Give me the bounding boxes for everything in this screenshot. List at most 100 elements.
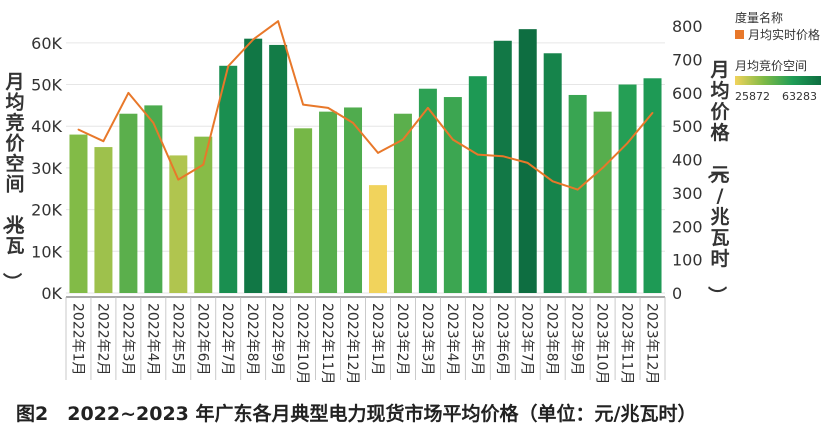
bar [119, 113, 138, 293]
line-point [177, 178, 180, 181]
bar [94, 147, 113, 293]
x-tick: 2022年11月 [319, 303, 335, 384]
bar [144, 105, 163, 293]
x-tick: 2023年12月 [644, 303, 660, 384]
line-point [526, 162, 529, 164]
line-point [651, 111, 654, 114]
x-tick: 2022年2月 [94, 303, 110, 376]
y-right-axis: 0 100 200 300 400 500 600 700 800 月均价格（元/兆瓦时） [672, 17, 730, 305]
y-right-tick: 800 [672, 17, 703, 36]
bar [294, 128, 313, 293]
x-tick: 2022年6月 [194, 303, 210, 376]
x-tick: 2023年8月 [544, 303, 560, 376]
line-point [476, 153, 479, 156]
bar [194, 136, 213, 293]
line-point [426, 106, 429, 109]
y-right-tick: 400 [672, 151, 703, 170]
bar-series [69, 29, 662, 294]
x-tick: 2023年9月 [569, 303, 585, 376]
y-left-tick: 50K [31, 76, 62, 95]
x-tick: 2022年1月 [70, 303, 86, 376]
price-line [78, 20, 654, 191]
bar [593, 111, 612, 293]
line-point [277, 20, 280, 23]
bar [169, 155, 188, 293]
x-axis: 2022年1月 2022年2月 2022年3月 2022年4月 2022年5月 2022年… [65, 296, 666, 384]
y-right-tick: 0 [672, 284, 682, 303]
x-tick: 2022年4月 [144, 303, 160, 376]
bar [269, 44, 288, 293]
y-left-tick: 0K [41, 284, 62, 303]
bar [443, 97, 462, 294]
line-point [202, 163, 205, 166]
legend-max-label: 63283 [782, 90, 817, 103]
line-point [576, 188, 579, 191]
bar [344, 107, 363, 293]
legend-color-ramp [735, 76, 821, 85]
y-left-axis: 0K 10K 20K 30K 40K 50K 60K 月均竞价空间（兆瓦） [0, 34, 62, 303]
line-point [352, 121, 354, 124]
x-tick: 2023年2月 [394, 303, 410, 376]
bar [393, 113, 412, 293]
bar [568, 94, 587, 293]
line-point [451, 138, 454, 141]
line-point [77, 128, 80, 131]
x-tick: 2023年3月 [419, 303, 435, 376]
y-left-tick: 60K [31, 34, 62, 53]
line-point [102, 140, 105, 143]
line-point [227, 65, 230, 68]
legend-min-label: 25872 [735, 90, 770, 103]
line-point [501, 155, 504, 158]
bar [219, 65, 238, 294]
x-tick: 2022年9月 [269, 303, 285, 376]
y-right-tick: 200 [672, 217, 703, 236]
line-point [302, 103, 305, 106]
bar [368, 185, 387, 293]
gridlines [66, 42, 665, 294]
x-tick: 2022年12月 [344, 303, 360, 384]
x-tick: 2023年7月 [519, 303, 535, 376]
line-point [377, 152, 379, 154]
bar [493, 40, 512, 294]
line-series [77, 20, 654, 191]
x-tick: 2023年10月 [594, 303, 610, 384]
legend: 度量名称 月均实时价格 月均竞价空间 25872 63283 [735, 10, 821, 103]
y-right-tick: 600 [672, 84, 703, 103]
legend-bar-label: 月均竞价空间 [735, 59, 807, 73]
x-tick: 2023年1月 [369, 303, 385, 376]
line-point [127, 91, 130, 94]
y-right-tick: 100 [672, 251, 703, 270]
y-left-title: 月均竞价空间（兆瓦） [0, 71, 25, 292]
y-left-tick: 30K [31, 159, 62, 178]
x-tick: 2023年4月 [444, 303, 460, 376]
legend-title: 度量名称 [735, 10, 783, 25]
line-point [626, 142, 629, 144]
figure-caption: 图2 2022~2023 年广东各月典型电力现货市场平均价格（单位：元/兆瓦时） [16, 402, 696, 425]
y-left-tick: 10K [31, 242, 62, 261]
legend-line-label: 月均实时价格 [748, 27, 820, 42]
y-left-tick: 20K [31, 201, 62, 220]
bar [518, 29, 537, 293]
line-point [152, 121, 155, 124]
x-tick: 2022年5月 [169, 303, 185, 376]
y-right-title: 月均价格（元/兆瓦时） [705, 59, 730, 305]
y-right-tick: 700 [672, 51, 703, 70]
bar [69, 134, 88, 293]
line-point [327, 106, 329, 109]
bar [418, 88, 437, 293]
y-right-tick: 300 [672, 184, 703, 203]
y-left-tick: 40K [31, 117, 62, 136]
bar [643, 78, 662, 294]
line-point [551, 180, 554, 183]
line-point [402, 138, 404, 141]
x-tick: 2022年3月 [119, 303, 135, 376]
bar [468, 76, 487, 293]
legend-line-swatch [735, 30, 744, 39]
x-tick: 2022年7月 [219, 303, 235, 376]
x-tick: 2022年10月 [294, 303, 310, 384]
line-point [601, 167, 604, 169]
x-tick: 2023年11月 [619, 303, 635, 384]
x-tick: 2023年5月 [469, 303, 485, 376]
